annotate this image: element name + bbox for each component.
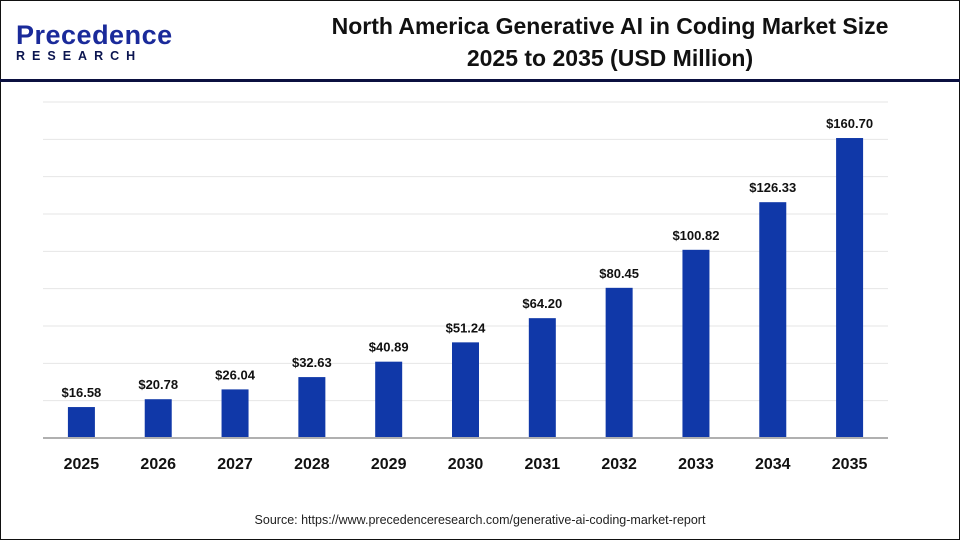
bar-2035 (836, 138, 864, 438)
bar-2030 (452, 342, 479, 438)
bar-2026 (144, 399, 172, 438)
header-divider (0, 79, 960, 82)
data-label: $16.58 (62, 385, 102, 400)
chart-title: North America Generative AI in Coding Ma… (250, 10, 960, 74)
data-label: $26.04 (215, 367, 256, 382)
data-label: $64.20 (522, 296, 562, 311)
logo-subtext: RESEARCH (16, 49, 143, 63)
x-tick-label: 2035 (832, 456, 868, 473)
bar-2025 (67, 407, 95, 438)
x-tick-label: 2026 (140, 456, 176, 473)
title-line-1: North America Generative AI in Coding Ma… (331, 13, 889, 39)
x-tick-label: 2028 (294, 456, 330, 473)
x-tick-label: 2029 (371, 456, 407, 473)
data-label: $40.89 (369, 340, 409, 355)
data-label: $32.63 (292, 355, 332, 370)
data-label: $126.33 (749, 180, 796, 195)
x-tick-label: 2025 (64, 456, 100, 473)
logo-text: Precedence (16, 20, 173, 50)
bar-2029 (375, 361, 403, 438)
x-tick-label: 2027 (217, 456, 253, 473)
bar-2034 (759, 202, 787, 438)
data-label: $100.82 (672, 228, 719, 243)
data-label: $20.78 (138, 377, 178, 392)
logo: Precedence RESEARCH (16, 20, 173, 64)
x-tick-label: 2030 (448, 456, 484, 473)
bar-2032 (605, 287, 633, 438)
bar-2031 (528, 318, 556, 438)
data-label: $80.45 (599, 266, 639, 281)
bar-2028 (298, 377, 326, 438)
x-tick-label: 2032 (601, 456, 637, 473)
data-label: $160.70 (826, 116, 873, 131)
bar-2033 (682, 249, 710, 438)
bar-2027 (221, 389, 249, 438)
source-note: Source: https://www.precedenceresearch.c… (254, 513, 706, 527)
data-label: $51.24 (446, 320, 487, 335)
title-line-2: 2025 to 2035 (USD Million) (466, 45, 754, 71)
x-tick-label: 2031 (525, 456, 561, 473)
x-tick-label: 2033 (678, 456, 714, 473)
x-tick-label: 2034 (755, 456, 791, 473)
